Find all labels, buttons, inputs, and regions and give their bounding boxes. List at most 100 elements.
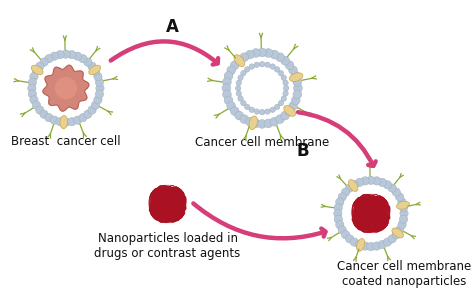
Circle shape [252, 119, 260, 128]
Circle shape [95, 90, 104, 98]
Circle shape [293, 90, 302, 99]
Circle shape [50, 116, 58, 124]
Circle shape [73, 116, 82, 124]
Circle shape [45, 54, 53, 63]
Circle shape [341, 230, 350, 239]
Text: Cancer cell membrane: Cancer cell membrane [195, 136, 329, 149]
Circle shape [91, 67, 100, 75]
Ellipse shape [249, 116, 257, 130]
Circle shape [28, 84, 36, 92]
Circle shape [56, 118, 64, 126]
Circle shape [293, 84, 302, 92]
Circle shape [40, 110, 48, 118]
Circle shape [270, 64, 275, 69]
Circle shape [55, 77, 77, 99]
Circle shape [270, 117, 279, 126]
Circle shape [373, 242, 381, 250]
Circle shape [334, 215, 343, 223]
Circle shape [235, 111, 244, 120]
Circle shape [274, 67, 280, 72]
Circle shape [276, 115, 284, 123]
Circle shape [235, 57, 244, 65]
Ellipse shape [396, 201, 410, 209]
Circle shape [367, 242, 375, 251]
Circle shape [246, 50, 255, 59]
Circle shape [338, 193, 346, 201]
Ellipse shape [89, 65, 100, 75]
Circle shape [276, 53, 284, 62]
Circle shape [378, 178, 386, 187]
Circle shape [238, 96, 243, 101]
Text: A: A [166, 18, 179, 36]
Circle shape [264, 119, 273, 128]
Circle shape [148, 184, 187, 224]
Circle shape [281, 57, 290, 65]
Circle shape [278, 100, 283, 106]
Circle shape [283, 85, 289, 91]
Circle shape [399, 204, 408, 212]
Circle shape [398, 198, 406, 206]
Circle shape [227, 102, 236, 110]
Circle shape [346, 184, 354, 192]
Ellipse shape [392, 228, 403, 238]
Circle shape [36, 106, 44, 114]
Circle shape [56, 50, 64, 59]
Ellipse shape [234, 55, 245, 67]
Circle shape [238, 75, 243, 81]
Circle shape [292, 96, 300, 105]
Circle shape [400, 209, 408, 218]
Circle shape [236, 85, 241, 91]
Circle shape [265, 62, 270, 67]
Circle shape [40, 58, 48, 66]
Circle shape [350, 238, 358, 246]
Circle shape [395, 226, 404, 234]
Circle shape [293, 78, 302, 86]
Circle shape [223, 78, 231, 86]
Circle shape [289, 66, 298, 75]
Circle shape [265, 109, 270, 114]
Circle shape [241, 100, 246, 106]
Circle shape [281, 111, 290, 120]
Circle shape [259, 61, 265, 67]
Circle shape [68, 50, 76, 59]
Circle shape [285, 107, 294, 116]
Ellipse shape [284, 105, 296, 116]
Circle shape [30, 72, 38, 81]
Circle shape [338, 226, 346, 234]
Circle shape [36, 62, 44, 71]
Circle shape [281, 75, 286, 81]
Circle shape [383, 238, 392, 246]
Ellipse shape [31, 65, 43, 75]
Ellipse shape [60, 116, 68, 129]
Circle shape [283, 91, 288, 96]
Ellipse shape [290, 73, 303, 81]
Circle shape [30, 96, 38, 104]
Circle shape [240, 115, 249, 123]
Circle shape [83, 110, 92, 118]
Circle shape [258, 119, 266, 128]
Circle shape [292, 71, 300, 80]
Text: Breast  cancer cell: Breast cancer cell [11, 134, 121, 147]
Text: Nanoparticles loaded in
drugs or contrast agents: Nanoparticles loaded in drugs or contras… [94, 232, 241, 261]
Circle shape [388, 184, 396, 192]
Circle shape [254, 62, 260, 67]
Circle shape [398, 221, 406, 229]
Circle shape [373, 177, 381, 185]
Ellipse shape [356, 239, 365, 251]
Circle shape [94, 72, 102, 81]
Circle shape [83, 58, 92, 66]
Circle shape [356, 240, 364, 249]
Circle shape [274, 104, 280, 110]
Circle shape [336, 198, 344, 206]
Circle shape [281, 96, 286, 101]
Circle shape [259, 109, 265, 115]
Circle shape [32, 101, 41, 109]
Ellipse shape [348, 180, 358, 192]
Circle shape [361, 177, 369, 185]
Circle shape [258, 48, 266, 57]
Circle shape [249, 64, 255, 69]
Circle shape [79, 113, 87, 122]
Circle shape [88, 62, 96, 71]
Circle shape [241, 67, 283, 109]
Circle shape [62, 50, 70, 58]
